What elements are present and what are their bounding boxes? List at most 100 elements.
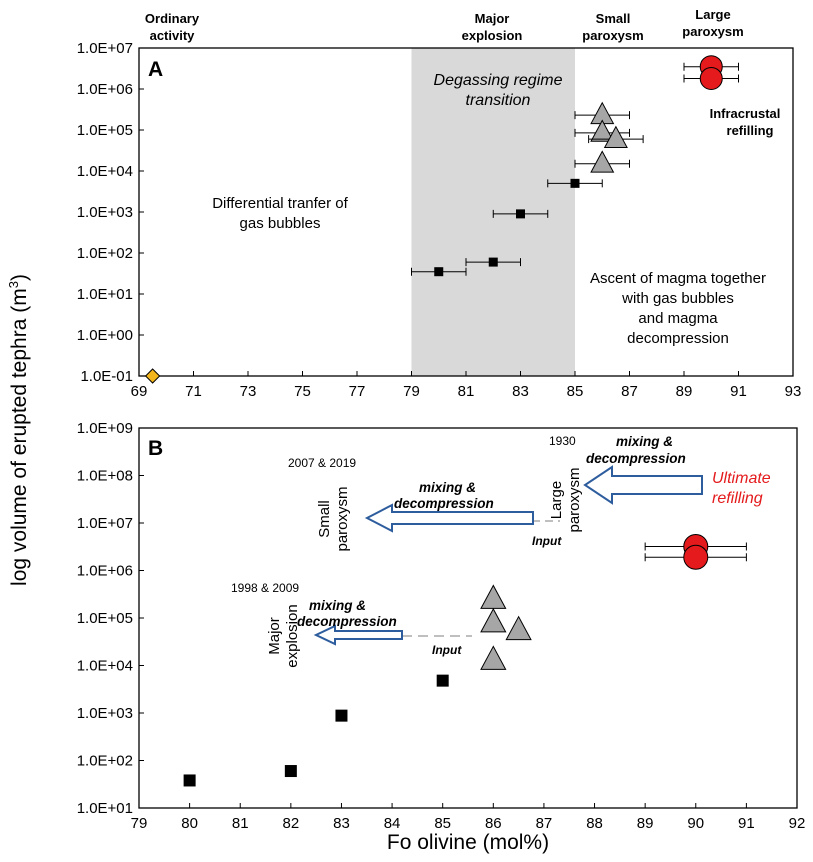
ultimate-refilling-label-line2: refilling — [712, 490, 763, 507]
ultimate-refilling-label-line1: Ultimate — [712, 470, 771, 487]
a-triangle-point — [590, 150, 615, 173]
a-square-point — [488, 257, 498, 267]
a-diamond-point — [144, 368, 161, 384]
b-y-tick-label: 1.0E+04 — [77, 658, 133, 675]
mixing-label-low-line2: decompression — [297, 614, 397, 629]
a-x-tick-label: 93 — [785, 383, 802, 400]
small-paroxysm-vertical-line2: paroxysm — [334, 486, 351, 551]
infracrustal-label-line2: refilling — [727, 123, 774, 138]
a-x-tick-label: 85 — [567, 383, 584, 400]
b-x-tick-label: 81 — [232, 815, 249, 832]
b-x-tick-label: 89 — [637, 815, 654, 832]
category-ordinary-activity-line1: Ordinary — [145, 11, 200, 26]
b-x-tick-label: 88 — [586, 815, 603, 832]
b-x-tick-label: 91 — [738, 815, 755, 832]
category-small-paroxysm-line1: Small — [596, 11, 631, 26]
year-label-major: 1998 & 2009 — [231, 581, 299, 595]
a-x-tick-label: 73 — [240, 383, 257, 400]
a-x-tick-label: 83 — [512, 383, 529, 400]
b-x-tick-label: 85 — [434, 815, 451, 832]
panel-b-letter: B — [148, 437, 163, 460]
b-x-tick-label: 87 — [536, 815, 553, 832]
major-explosion-vertical-line1: Major — [266, 617, 283, 655]
b-y-tick-label: 1.0E+01 — [77, 800, 133, 817]
panel-a-y-ticks: 1.0E-01 1.0E+00 1.0E+01 1.0E+02 1.0E+03 1.0E+… — [77, 40, 144, 385]
category-large-paroxysm-line1: Large — [695, 7, 730, 22]
category-ordinary-activity-line2: activity — [150, 28, 196, 43]
a-x-tick-label: 89 — [676, 383, 693, 400]
mixing-label-top-line2: decompression — [586, 451, 686, 466]
b-square-point — [284, 765, 297, 778]
a-x-tick-label: 91 — [730, 383, 747, 400]
category-major-explosion-line2: explosion — [462, 28, 523, 43]
b-y-tick-label: 1.0E+08 — [77, 468, 133, 485]
a-square-point — [516, 209, 525, 219]
a-x-tick-label: 71 — [185, 383, 202, 400]
a-x-tick-label: 81 — [458, 383, 475, 400]
mixing-label-mid-line2: decompression — [394, 496, 494, 511]
input-label-upper: Input — [532, 534, 562, 548]
a-y-tick-label: 1.0E-01 — [80, 368, 133, 385]
b-x-tick-label: 86 — [485, 815, 502, 832]
mixing-label-low-line1: mixing & — [309, 598, 366, 613]
panel-b: 79 80 81 82 83 84 85 86 87 88 89 90 91 92 1.0E+011.0E… — [77, 420, 806, 832]
arrow-ultimate-to-large — [583, 465, 703, 505]
b-triangle-point — [480, 645, 507, 670]
b-y-tick-label: 1.0E+09 — [77, 420, 133, 437]
arrow-small-to-major — [313, 624, 403, 646]
differential-transfer-label-line1: Differential tranfer of — [212, 195, 348, 212]
b-x-tick-label: 84 — [384, 815, 401, 832]
b-y-tick-label: 1.0E+07 — [77, 515, 133, 532]
panel-b-x-ticks: 79 80 81 82 83 84 85 86 87 88 89 90 91 92 — [131, 803, 806, 832]
large-paroxysm-vertical-line1: Large — [548, 481, 565, 519]
mixing-label-top-line1: mixing & — [616, 434, 673, 449]
b-x-tick-label: 79 — [131, 815, 148, 832]
a-y-tick-label: 1.0E+02 — [77, 245, 133, 262]
a-square-point — [434, 267, 444, 277]
a-y-tick-label: 1.0E+01 — [77, 286, 133, 303]
a-x-tick-label: 69 — [131, 383, 148, 400]
mixing-label-mid-line1: mixing & — [419, 480, 476, 495]
b-y-tick-label: 1.0E+05 — [77, 610, 133, 627]
large-paroxysm-vertical-line2: paroxysm — [566, 467, 583, 532]
b-square-point — [183, 774, 196, 787]
a-triangle-point — [590, 119, 615, 142]
ascent-label-line1: Ascent of magma together — [590, 270, 766, 287]
b-x-tick-label: 83 — [333, 815, 350, 832]
a-x-tick-label: 75 — [294, 383, 311, 400]
panel-a-data-points — [144, 55, 739, 384]
category-major-explosion-line1: Major — [475, 11, 510, 26]
a-x-tick-label: 79 — [403, 383, 420, 400]
major-explosion-vertical-line2: explosion — [284, 604, 301, 667]
arrow-large-to-small — [364, 503, 534, 533]
category-large-paroxysm-line2: paroxysm — [682, 24, 743, 39]
b-square-point — [436, 674, 449, 687]
small-paroxysm-vertical-line1: Small — [316, 500, 333, 538]
a-y-tick-label: 1.0E+06 — [77, 81, 133, 98]
a-y-tick-label: 1.0E+05 — [77, 122, 133, 139]
degassing-regime-label-line2: transition — [466, 92, 531, 109]
year-label-large: 1930 — [549, 434, 576, 448]
b-triangle-point — [505, 615, 532, 641]
b-x-tick-label: 90 — [687, 815, 704, 832]
b-y-tick-label: 1.0E+03 — [77, 705, 133, 722]
a-circle-point — [699, 67, 723, 91]
degassing-regime-label-line1: Degassing regime — [434, 72, 563, 89]
panel-a-x-ticks: 69 71 73 75 77 79 81 83 85 87 89 91 93 — [131, 371, 802, 400]
ascent-label-line4: decompression — [627, 330, 729, 347]
panel-a: 69 71 73 75 77 79 81 83 85 87 89 91 93 1.0E-01 1.0E+0… — [77, 7, 802, 400]
b-x-tick-label: 92 — [789, 815, 806, 832]
b-x-tick-label: 80 — [181, 815, 198, 832]
panel-b-data-points — [183, 534, 747, 787]
panel-a-letter: A — [148, 58, 163, 81]
a-x-tick-label: 87 — [621, 383, 638, 400]
b-triangle-point — [480, 607, 507, 633]
a-x-tick-label: 77 — [349, 383, 366, 400]
a-y-tick-label: 1.0E+07 — [77, 40, 133, 57]
ascent-label-line2: with gas bubbles — [621, 290, 734, 307]
a-y-tick-label: 1.0E+04 — [77, 163, 133, 180]
ascent-label-line3: and magma — [638, 310, 718, 327]
panel-b-y-ticks: 1.0E+01 1.0E+02 1.0E+03 1.0E+04 1.0E+05 1.0E+… — [77, 420, 144, 817]
a-y-tick-label: 1.0E+00 — [77, 327, 133, 344]
